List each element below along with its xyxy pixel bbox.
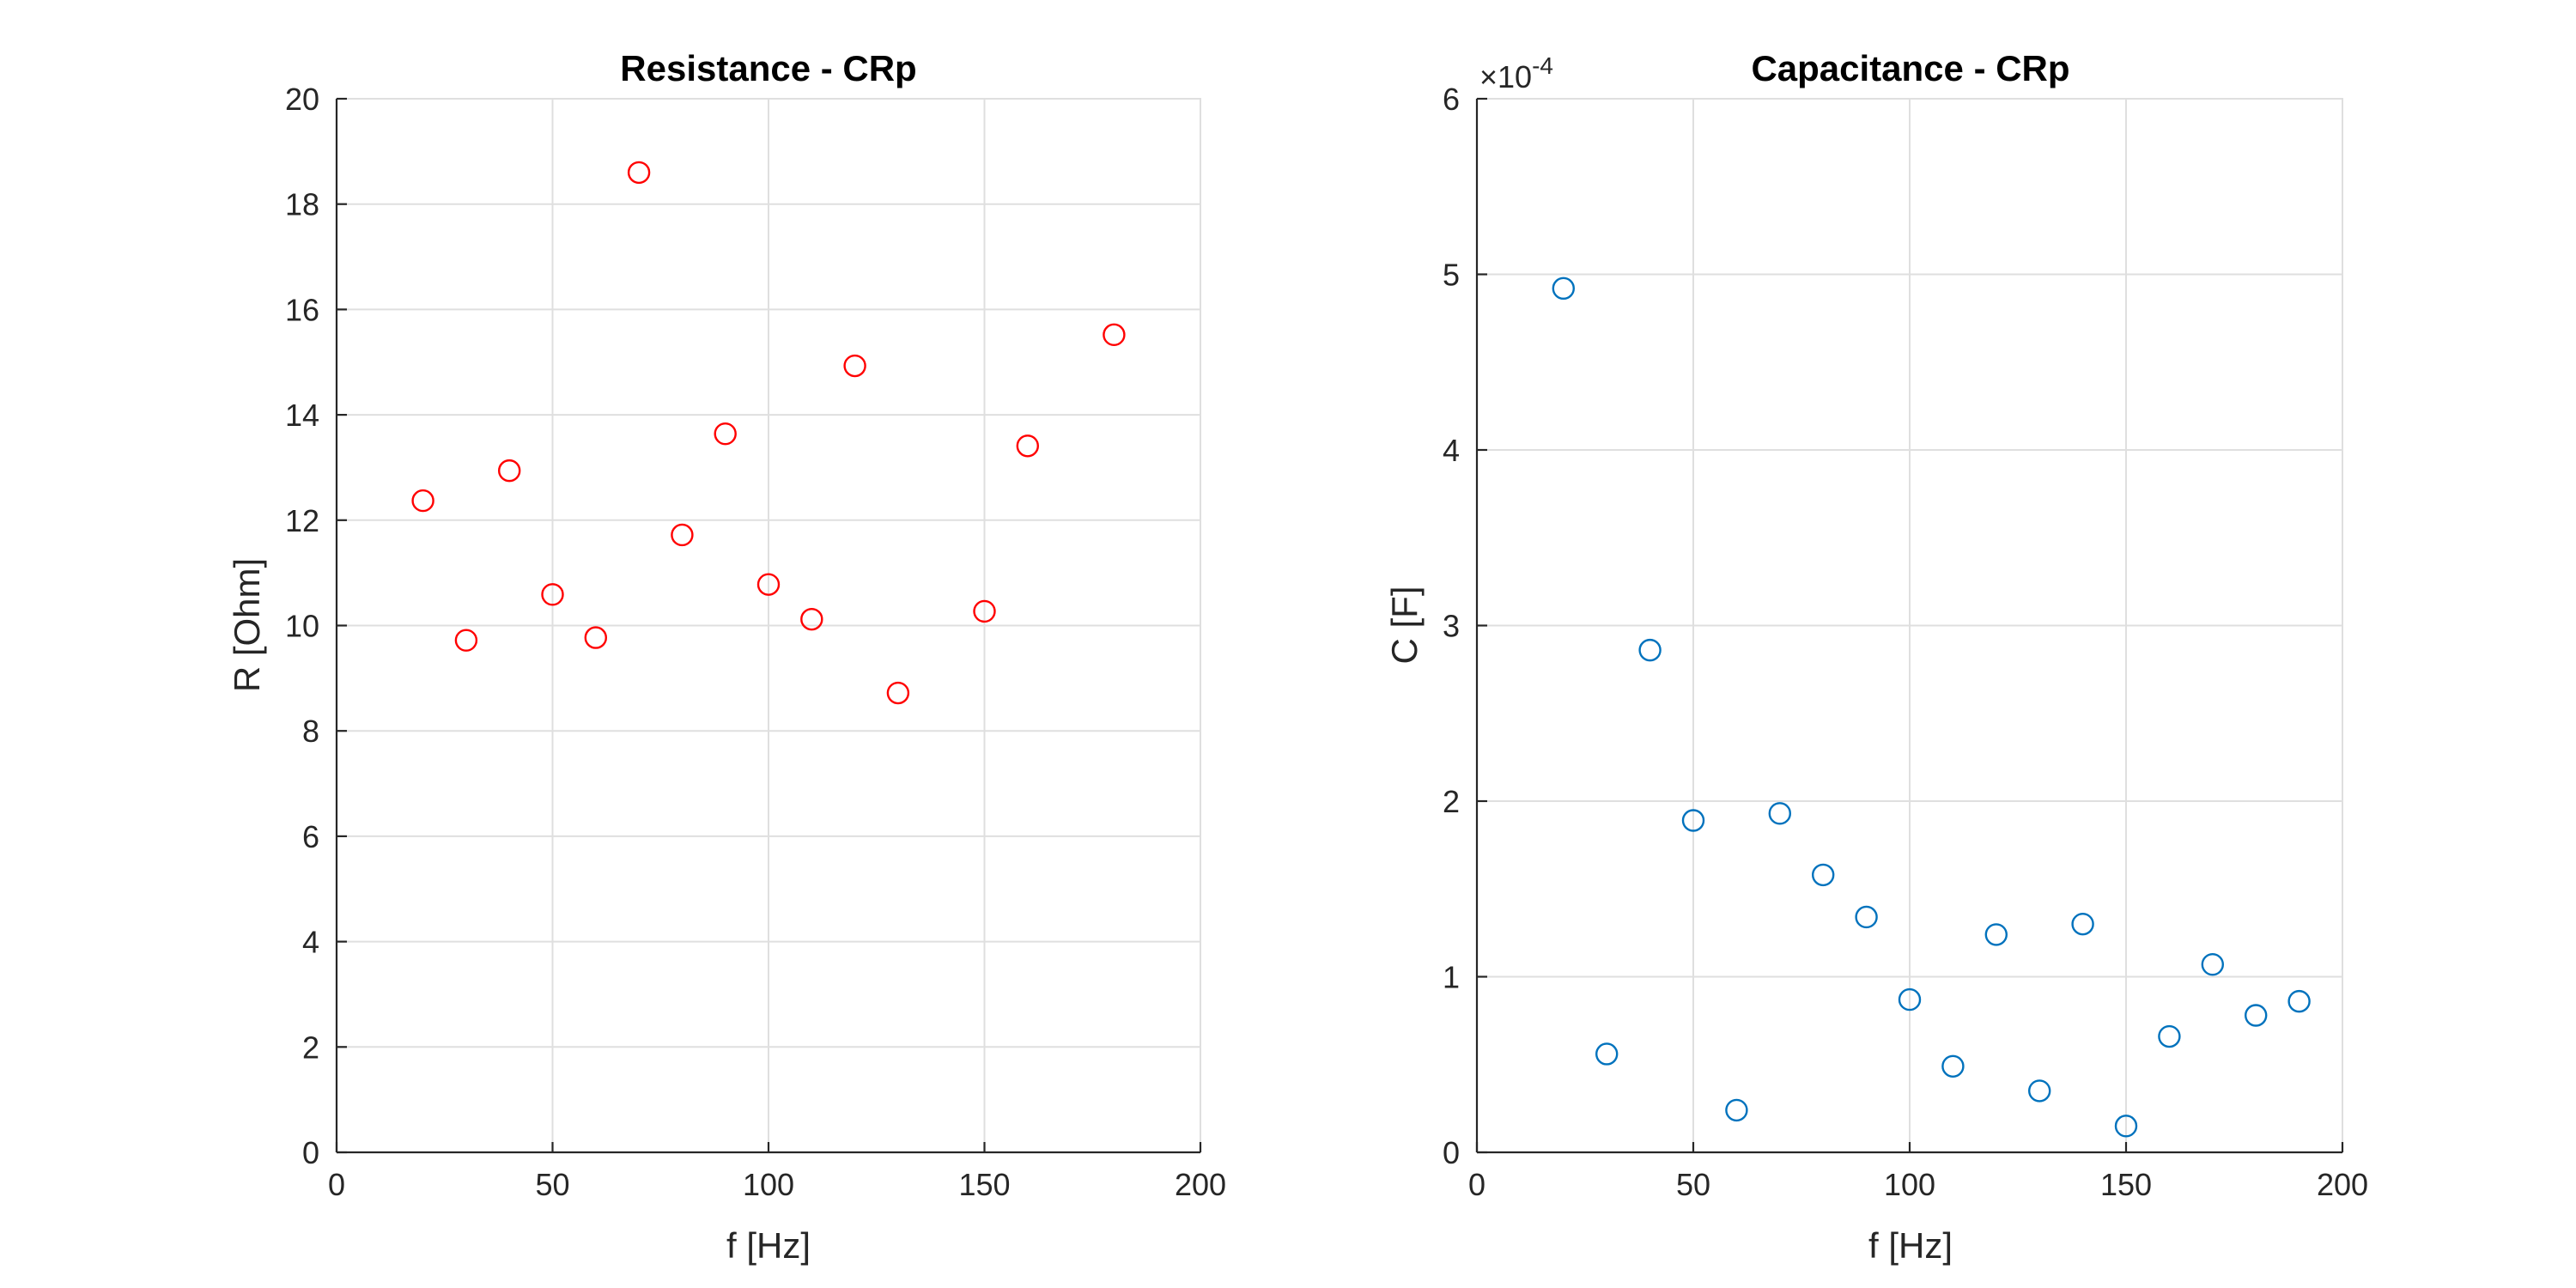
- exponent-base: ×10: [1479, 59, 1532, 94]
- capacitance-point-2: [1638, 638, 1662, 662]
- capacitance-ytick-label-0: 0: [1443, 1135, 1460, 1170]
- resistance-xlabel: f [Hz]: [726, 1225, 811, 1266]
- resistance-grid: [336, 98, 1201, 1153]
- resistance-point-8: [756, 573, 781, 596]
- resistance-plot: 0 50 100 150 200 0 2 4 6 8 10 12 14 16 18 20 Resistance…: [227, 48, 1226, 1266]
- capacitance-point-10: [1984, 923, 2008, 946]
- resistance-point-5: [627, 161, 651, 185]
- resistance-point-7: [714, 422, 737, 446]
- resistance-ytick-label-0: 0: [302, 1135, 319, 1170]
- capacitance-point-17: [2287, 989, 2311, 1013]
- resistance-point-2: [498, 459, 521, 483]
- capacitance-point-3: [1681, 809, 1705, 832]
- capacitance-ytick-label-1: 1: [1443, 960, 1460, 995]
- capacitance-point-6: [1811, 863, 1835, 887]
- resistance-ytick-label-9: 18: [285, 187, 319, 222]
- capacitance-point-16: [2244, 1004, 2268, 1027]
- capacitance-point-0: [1552, 276, 1576, 301]
- resistance-point-3: [541, 583, 564, 606]
- resistance-point-4: [584, 626, 607, 649]
- resistance-point-13: [1016, 434, 1040, 458]
- resistance-point-12: [973, 599, 996, 623]
- resistance-ytick-label-7: 14: [285, 398, 319, 433]
- capacitance-xtick-label-4: 200: [2317, 1167, 2368, 1202]
- capacitance-point-4: [1725, 1098, 1748, 1122]
- resistance-xtick-label-1: 50: [535, 1167, 569, 1202]
- capacitance-grid: [1476, 98, 2343, 1153]
- capacitance-ylabel: C [F]: [1384, 586, 1425, 665]
- capacitance-point-12: [2071, 912, 2094, 936]
- exponent-power: -4: [1532, 52, 1553, 79]
- resistance-ytick-label-1: 2: [302, 1030, 319, 1065]
- capacitance-ticks: 0 50 100 150 200 0 1 2 3 4 5 6: [1443, 82, 2368, 1202]
- resistance-ytick-label-3: 6: [302, 819, 319, 854]
- capacitance-point-11: [2027, 1079, 2051, 1103]
- capacitance-markers: [1552, 276, 2311, 1138]
- resistance-ytick-label-4: 8: [302, 714, 319, 749]
- capacitance-xtick-label-2: 100: [1884, 1167, 1935, 1202]
- resistance-ytick-label-5: 10: [285, 609, 319, 644]
- capacitance-xlabel: f [Hz]: [1868, 1225, 1953, 1266]
- capacitance-exponent-label: ×10-4: [1479, 52, 1553, 94]
- capacitance-ytick-label-6: 6: [1443, 82, 1460, 117]
- capacitance-point-7: [1855, 905, 1878, 929]
- capacitance-ytick-label-2: 2: [1443, 784, 1460, 819]
- resistance-ytick-label-8: 16: [285, 292, 319, 327]
- capacitance-point-14: [2158, 1024, 2181, 1048]
- resistance-point-11: [886, 681, 910, 705]
- resistance-ticks: 0 50 100 150 200 0 2 4 6 8 10 12 14 16 18 20: [285, 82, 1226, 1202]
- capacitance-xtick-label-1: 50: [1676, 1167, 1710, 1202]
- resistance-ylabel: R [Ohm]: [227, 558, 267, 692]
- resistance-point-0: [411, 489, 434, 513]
- resistance-xtick-label-4: 200: [1175, 1167, 1226, 1202]
- capacitance-ytick-label-5: 5: [1443, 258, 1460, 293]
- capacitance-xtick-label-3: 150: [2100, 1167, 2152, 1202]
- capacitance-point-5: [1768, 802, 1792, 825]
- capacitance-title: Capacitance - CRp: [1751, 48, 2069, 88]
- capacitance-ytick-label-4: 4: [1443, 433, 1460, 468]
- capacitance-point-15: [2201, 952, 2225, 976]
- resistance-point-1: [454, 629, 478, 652]
- resistance-xtick-label-3: 150: [958, 1167, 1010, 1202]
- resistance-markers: [411, 161, 1126, 705]
- capacitance-point-1: [1595, 1042, 1619, 1066]
- capacitance-ytick-label-3: 3: [1443, 609, 1460, 644]
- resistance-ytick-label-10: 20: [285, 82, 319, 117]
- capacitance-plot: 0 50 100 150 200 0 1 2 3 4 5 6 Capacitance - CRp f …: [1384, 48, 2368, 1266]
- capacitance-point-13: [2114, 1115, 2138, 1138]
- resistance-title: Resistance - CRp: [620, 48, 916, 88]
- resistance-xtick-label-2: 100: [743, 1167, 794, 1202]
- capacitance-xtick-label-0: 0: [1468, 1167, 1485, 1202]
- resistance-point-9: [800, 607, 823, 631]
- resistance-ytick-label-6: 12: [285, 503, 319, 538]
- resistance-point-14: [1103, 323, 1126, 347]
- capacitance-point-9: [1941, 1054, 1965, 1078]
- resistance-point-6: [671, 523, 694, 547]
- resistance-xtick-label-0: 0: [328, 1167, 345, 1202]
- resistance-ytick-label-2: 4: [302, 925, 319, 960]
- capacitance-point-8: [1898, 987, 1922, 1012]
- resistance-point-10: [843, 354, 866, 378]
